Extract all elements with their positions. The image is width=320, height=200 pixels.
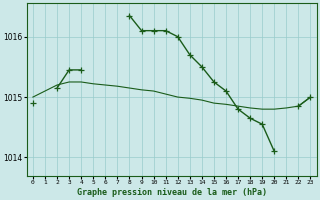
X-axis label: Graphe pression niveau de la mer (hPa): Graphe pression niveau de la mer (hPa) xyxy=(77,188,267,197)
